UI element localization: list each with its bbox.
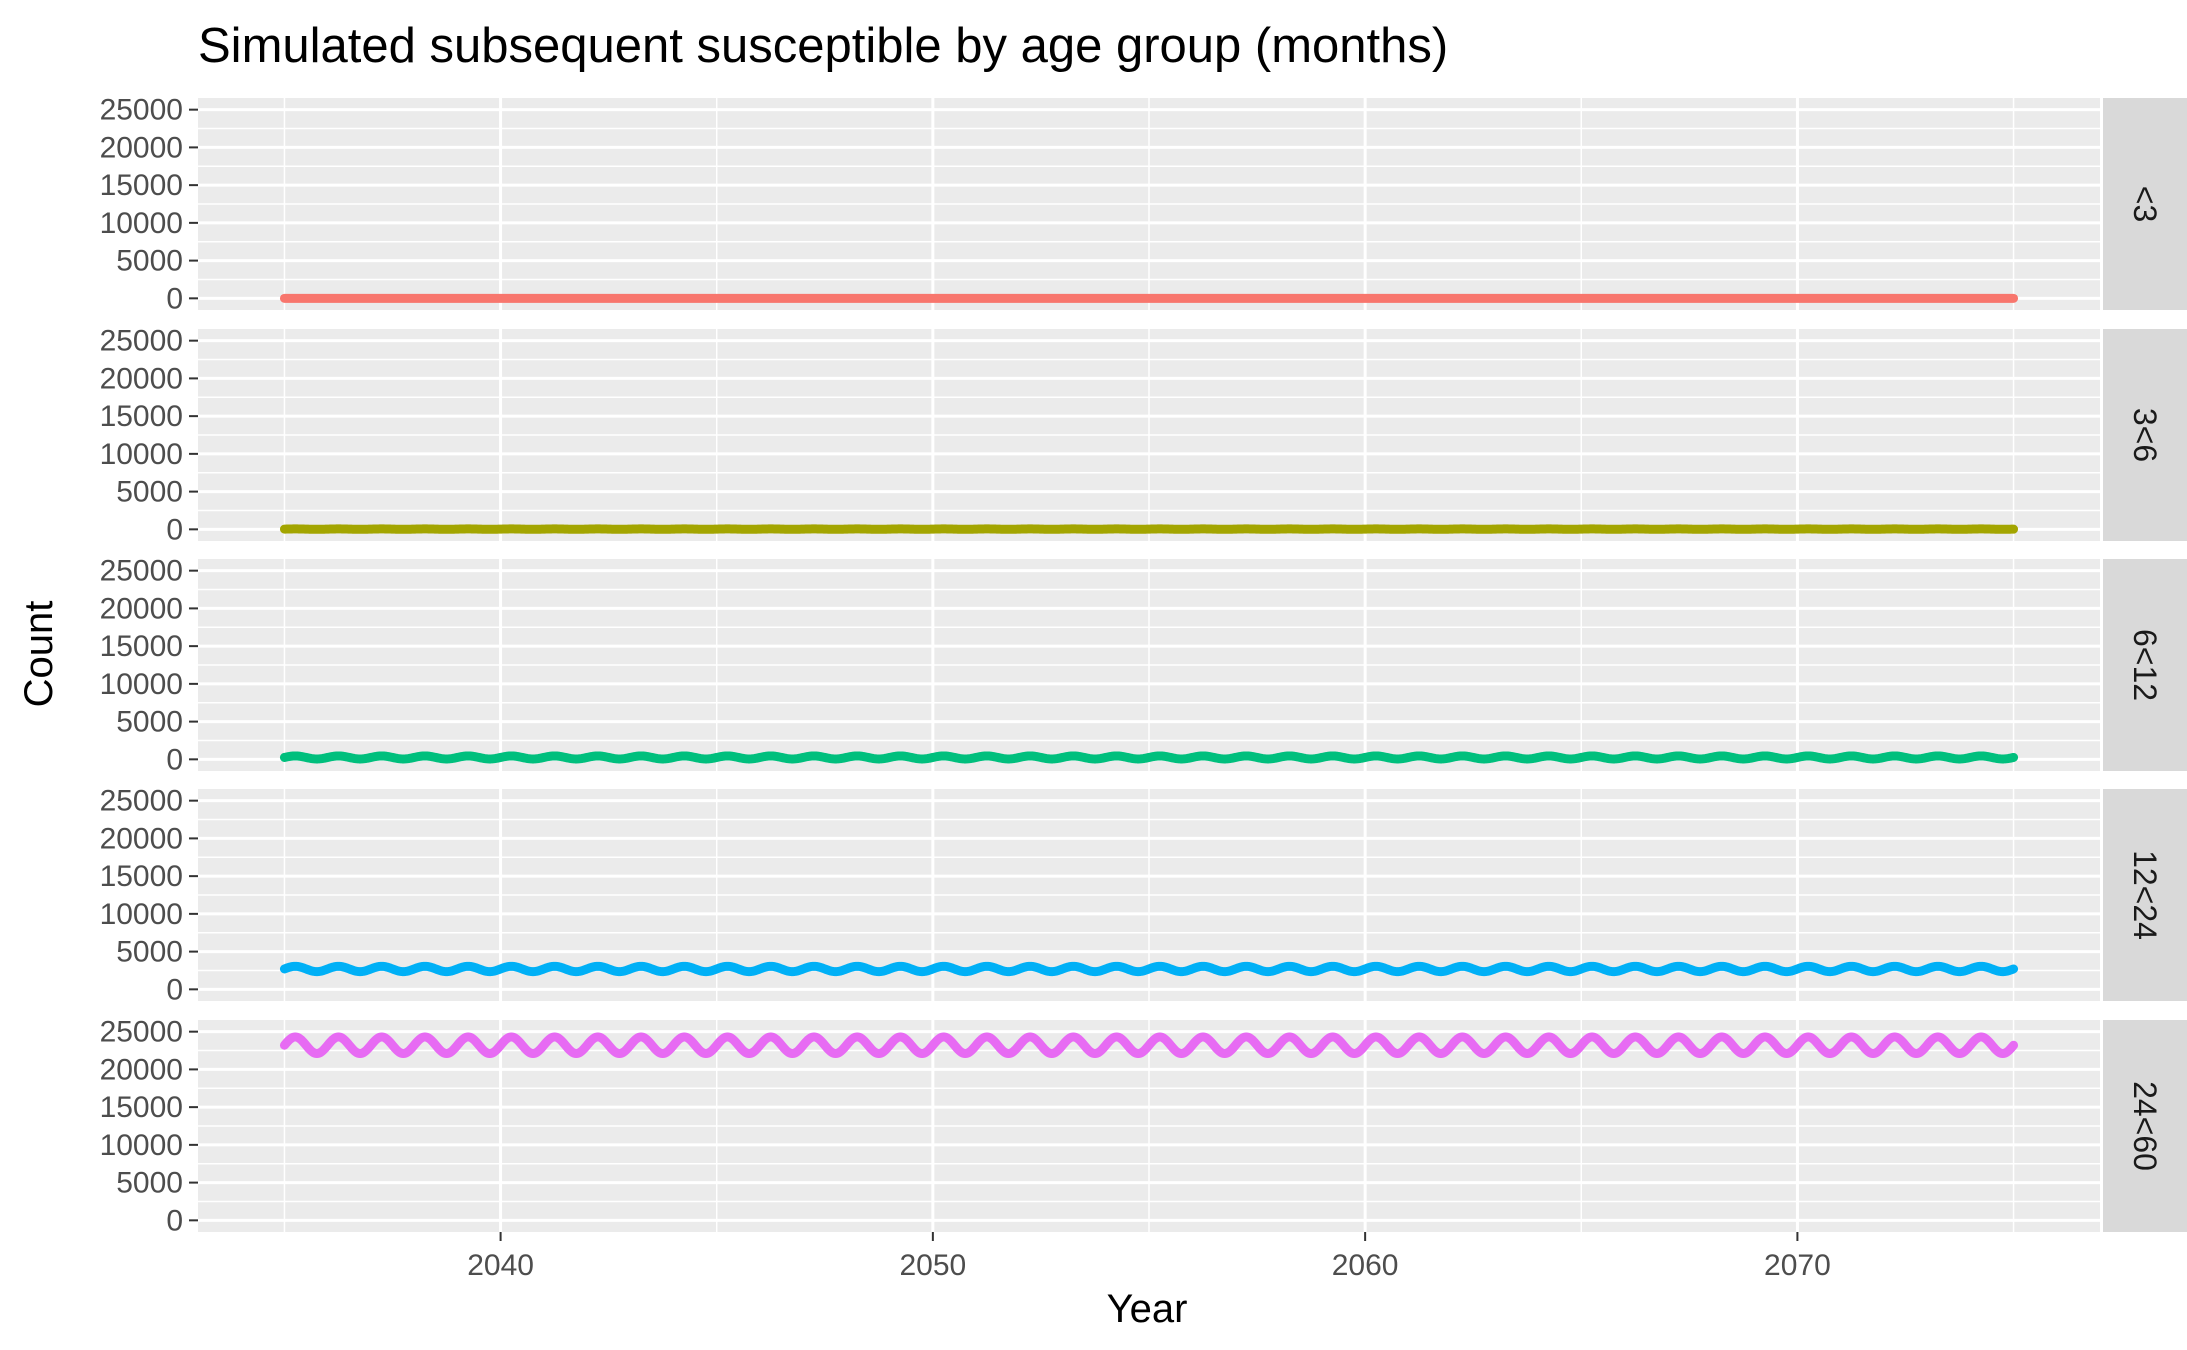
- y-tick-label: 15000: [100, 860, 183, 893]
- series-line: [279, 751, 2019, 764]
- y-tick-label: 25000: [100, 555, 183, 588]
- y-tick-label: 0: [166, 513, 183, 546]
- facet-strip-label: 3<6: [2127, 408, 2163, 462]
- y-tick-label: 25000: [100, 1016, 183, 1049]
- facet-panel: 0 5000 10000 15000 20000 25000 3<6: [100, 325, 2187, 546]
- y-tick-label: 20000: [100, 822, 183, 855]
- y-tick-label: 15000: [100, 400, 183, 433]
- facet-strip: [2103, 1020, 2187, 1232]
- y-tick-label: 15000: [100, 1091, 183, 1124]
- facet-strip: [2103, 98, 2187, 310]
- y-tick-label: 10000: [100, 207, 183, 240]
- facet-strip-label: <3: [2127, 186, 2163, 222]
- x-axis-title: Year: [1107, 1287, 1188, 1331]
- y-tick-label: 10000: [100, 898, 183, 931]
- facet-strip: [2103, 789, 2187, 1001]
- y-tick-label: 5000: [116, 476, 183, 509]
- y-tick-label: 20000: [100, 1053, 183, 1086]
- series-line: [279, 961, 2019, 977]
- facet-panel: 0 5000 10000 15000 20000 25000 6<12: [100, 555, 2187, 776]
- y-tick-label: 10000: [100, 1129, 183, 1162]
- facet-panel: 0 5000 10000 15000 20000 25000 24<60: [100, 1016, 2187, 1237]
- y-tick-label: 0: [166, 1204, 183, 1237]
- y-tick-label: 25000: [100, 325, 183, 358]
- y-tick-label: 10000: [100, 438, 183, 471]
- y-tick-label: 5000: [116, 245, 183, 278]
- facet-strip-label: 24<60: [2127, 1081, 2163, 1171]
- y-tick-label: 10000: [100, 668, 183, 701]
- series-line: [279, 1032, 2019, 1059]
- x-axis: 2040 2050 2060 2070: [467, 1232, 1831, 1282]
- y-tick-label: 20000: [100, 131, 183, 164]
- y-tick-label: 15000: [100, 630, 183, 663]
- y-tick-label: 0: [166, 973, 183, 1006]
- y-tick-label: 5000: [116, 1167, 183, 1200]
- facet-panel: 0 5000 10000 15000 20000 25000 <3: [100, 94, 2187, 315]
- x-tick-label: 2060: [1332, 1249, 1399, 1282]
- facet-panels: 0 5000 10000 15000 20000 25000 <3 0 5000 10000 150…: [100, 94, 2187, 1282]
- y-axis-title: Count: [17, 601, 61, 708]
- y-tick-label: 0: [166, 282, 183, 315]
- y-tick-label: 25000: [100, 785, 183, 818]
- facet-strip-label: 6<12: [2127, 629, 2163, 701]
- y-tick-label: 20000: [100, 592, 183, 625]
- y-tick-label: 5000: [116, 936, 183, 969]
- x-tick-label: 2050: [899, 1249, 966, 1282]
- facet-strip: [2103, 329, 2187, 541]
- facet-panel: 0 5000 10000 15000 20000 25000 12<24: [100, 785, 2187, 1006]
- facet-strip: [2103, 559, 2187, 771]
- y-tick-label: 20000: [100, 362, 183, 395]
- x-tick-label: 2070: [1764, 1249, 1831, 1282]
- facet-strip-label: 12<24: [2127, 850, 2163, 940]
- y-tick-label: 0: [166, 743, 183, 776]
- y-tick-label: 25000: [100, 94, 183, 127]
- chart-title: Simulated subsequent susceptible by age …: [198, 19, 1448, 73]
- y-tick-label: 5000: [116, 706, 183, 739]
- x-tick-label: 2040: [467, 1249, 534, 1282]
- y-tick-label: 15000: [100, 169, 183, 202]
